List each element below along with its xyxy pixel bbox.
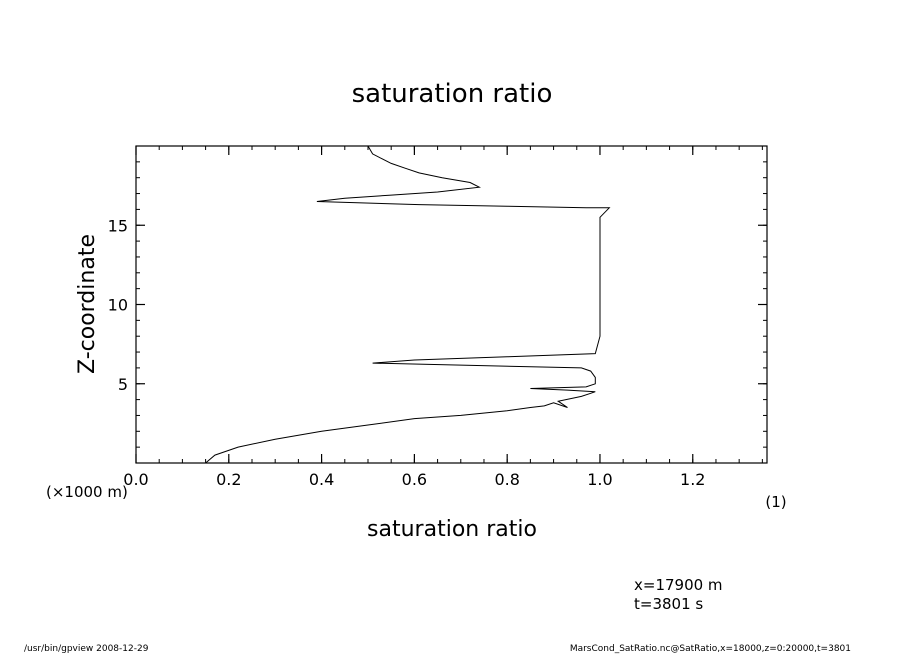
x-tick-labels: 0.0 0.2 0.4 0.6 0.8 1.0 1.2 (123, 470, 705, 489)
footer-left: /usr/bin/gpview 2008-12-29 (24, 644, 149, 654)
y-axis-label: Z-coordinate (75, 234, 100, 374)
x-tick-label: 0.0 (123, 470, 148, 489)
footer-right: MarsCond_SatRatio.nc@SatRatio,x=18000,z=… (570, 644, 851, 654)
x-tick-label: 0.6 (402, 470, 427, 489)
chart-title: saturation ratio (352, 79, 553, 109)
x-tick-label: 0.2 (216, 470, 241, 489)
position-annotation-t: t=3801 s (634, 595, 703, 613)
y-tick-labels: 5 10 15 (108, 216, 128, 394)
x-tick-label: 1.0 (587, 470, 612, 489)
position-annotation-x: x=17900 m (634, 576, 723, 594)
x-axis-label: saturation ratio (367, 517, 537, 542)
x-tick-label: 0.4 (309, 470, 334, 489)
x-axis-ticks (135, 146, 763, 463)
y-tick-label: 10 (108, 296, 128, 315)
y-tick-label: 15 (108, 216, 128, 235)
x-axis-units: (1) (765, 493, 786, 511)
saturation-ratio-line (205, 145, 611, 464)
x-tick-label: 1.2 (680, 470, 705, 489)
y-axis-ticks (136, 161, 767, 448)
y-axis-units: (×1000 m) (46, 483, 128, 501)
x-tick-label: 0.8 (494, 470, 519, 489)
y-tick-label: 5 (118, 375, 128, 394)
plot-frame (135, 145, 768, 464)
